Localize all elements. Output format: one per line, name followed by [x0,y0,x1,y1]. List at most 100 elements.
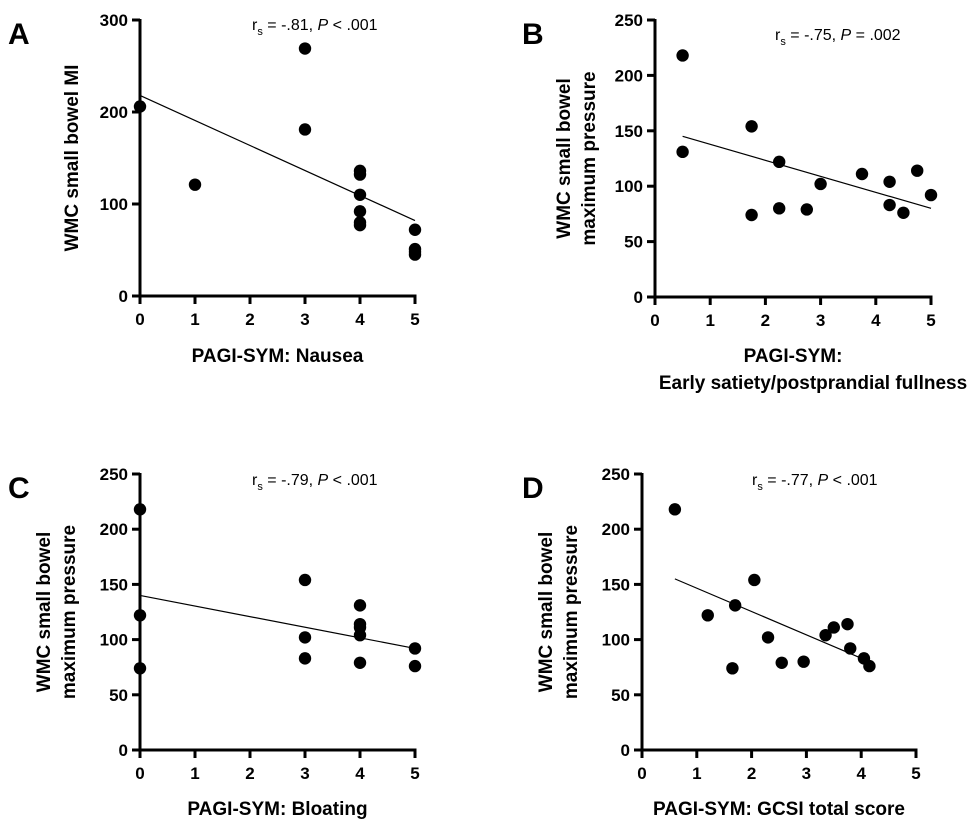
y-axis-title: maximum pressure [59,525,80,699]
y-tick-label: 0 [119,287,128,306]
annotation-p: P [841,27,852,44]
x-tick-label: 3 [300,764,309,783]
y-tick-label: 200 [100,520,128,539]
y-tick-label: 250 [100,465,128,484]
correlation-annotation: rs = -.81, P < .001 [252,17,378,38]
data-point [353,218,367,232]
annotation-p-value: < .001 [828,472,877,489]
data-point [701,609,714,622]
y-axis-title: maximum pressure [561,525,582,699]
data-point [353,599,367,612]
data-point [863,659,876,673]
data-point [353,205,367,218]
y-tick-label: 200 [602,520,630,539]
x-tick-label: 3 [816,311,825,330]
y-axis-title: WMC small bowel [536,532,557,692]
data-point [855,167,869,181]
data-point [819,628,832,642]
data-point [353,656,367,669]
data-point [748,573,761,587]
annotation-p-value: < .001 [328,17,377,34]
x-tick-label: 2 [245,310,254,329]
correlation-annotation: rs = -.75, P = .002 [775,27,901,48]
y-tick-label: 0 [621,741,630,760]
data-point [133,503,147,516]
y-tick-label: 100 [100,631,128,650]
x-tick-label: 4 [856,764,866,783]
annotation-r-value: = -.77, [763,472,818,489]
y-tick-label: 50 [109,686,128,705]
regression-line [682,135,932,209]
data-point [775,656,788,669]
annotation-r-value: = -.75, [786,27,841,44]
regression-line [674,578,870,663]
x-axis-title: PAGI-SYM: [744,346,843,367]
panel-c: C 0 50 100 150 200 250 0 1 2 3 4 5 PAGI-SYM: Bloating… [8,465,422,820]
data-point [408,248,422,261]
x-axis-title: PAGI-SYM: GCSI total score [653,799,905,820]
annotation-r: r [252,17,258,34]
data-point [676,49,689,62]
y-tick-label: 150 [602,575,630,594]
x-tick-label: 0 [637,764,646,783]
y-tick-label: 200 [615,66,643,85]
data-point [761,631,775,644]
x-tick-label: 1 [190,764,199,783]
y-tick-label: 100 [602,631,630,650]
correlation-annotation: rs = -.77, P < .001 [752,472,878,493]
y-axis-title: WMC small bowel MI [62,65,83,252]
panel-letter: C [8,472,30,505]
y-axis-title: WMC small bowel [34,532,55,692]
data-point [353,168,367,181]
annotation-r-subscript: s [257,26,263,38]
panel-letter: B [522,18,544,51]
y-tick-label: 250 [615,11,643,30]
y-tick-label: 100 [615,177,643,196]
x-tick-label: 1 [190,310,199,329]
x-tick-label: 5 [926,311,935,330]
annotation-r: r [252,472,258,489]
x-tick-label: 5 [911,764,920,783]
y-axis-title: maximum pressure [579,71,600,245]
data-point [800,203,813,216]
y-tick-label: 0 [634,288,643,307]
x-tick-label: 3 [300,310,309,329]
data-point [728,599,742,612]
data-point [298,573,312,587]
data-point [844,642,857,655]
x-tick-label: 5 [410,764,419,783]
panel-b: B 0 50 100 150 200 250 0 1 2 3 4 5 PAGI-SYM: Early sat… [522,11,967,394]
x-tick-label: 0 [135,764,144,783]
annotation-r-subscript: s [757,481,763,493]
data-point [745,208,758,222]
annotation-p-value: < .001 [328,472,377,489]
x-tick-label: 2 [761,311,770,330]
regression-line [139,594,416,650]
x-tick-label: 0 [135,310,144,329]
data-point [827,621,840,634]
x-tick-label: 1 [692,764,701,783]
annotation-p: P [818,472,829,489]
panel-d: D 0 50 100 150 200 250 0 1 2 3 4 5 PAGI-SYM: GCSI tot… [522,465,921,820]
panel-a: A 0 100 200 300 0 1 2 3 4 5 PAGI-SYM: Nausea WMC sma… [8,11,422,367]
annotation-p-value: = .002 [851,27,900,44]
x-axis-title: PAGI-SYM: Bloating [187,799,367,820]
x-tick-label: 4 [355,310,365,329]
x-tick-label: 1 [705,311,714,330]
data-point [773,155,786,169]
data-point [353,628,367,642]
panel-letter: D [522,472,544,505]
x-axis-title: Early satiety/postprandial fullness [659,373,967,394]
y-tick-label: 50 [624,233,643,252]
data-point [298,631,312,644]
annotation-r-subscript: s [257,481,263,493]
data-point [814,177,827,191]
x-axis-title: PAGI-SYM: Nausea [192,346,364,367]
annotation-r: r [752,472,758,489]
annotation-r-value: = -.81, [263,17,318,34]
data-point [353,188,367,201]
x-tick-label: 2 [245,764,254,783]
data-point [841,617,854,631]
correlation-annotation: rs = -.79, P < .001 [252,472,378,493]
